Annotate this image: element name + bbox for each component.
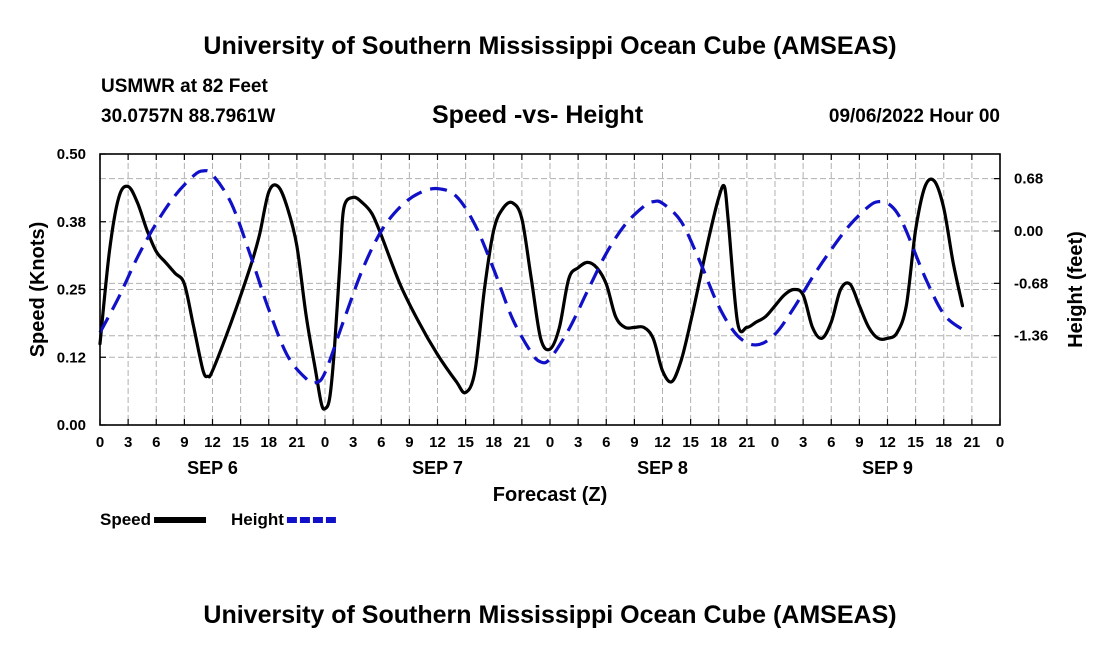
x-tick-label: 9	[405, 434, 413, 451]
x-tick-label: 3	[124, 434, 132, 451]
x-tick-label: 18	[935, 434, 952, 451]
day-label: SEP 8	[637, 458, 688, 478]
x-tick-label: 0	[771, 434, 779, 451]
y-tick-label: 0.50	[57, 146, 86, 163]
x-tick-label: 6	[377, 434, 385, 451]
x-tick-label: 18	[710, 434, 727, 451]
x-tick-label: 0	[96, 434, 104, 451]
forecast-datetime: 09/06/2022 Hour 00	[828, 106, 1000, 127]
coordinates-label: 30.0757N 88.7961W	[101, 106, 276, 127]
x-tick-label: 21	[964, 434, 981, 451]
x-tick-label: 3	[574, 434, 582, 451]
x-tick-label: 18	[485, 434, 502, 451]
day-label: SEP 6	[187, 458, 238, 478]
x-tick-label: 0	[321, 434, 329, 451]
y2-tick-label: 0.68	[1014, 171, 1043, 188]
x-tick-label: 21	[739, 434, 756, 451]
x-tick-label: 15	[907, 434, 924, 451]
x-tick-label: 21	[514, 434, 531, 451]
station-label: USMWR at 82 Feet	[101, 76, 268, 97]
x-tick-label: 6	[152, 434, 160, 451]
chart-title: University of Southern Mississippi Ocean…	[203, 32, 897, 60]
x-tick-label: 21	[289, 434, 306, 451]
x-tick-label: 15	[457, 434, 474, 451]
x-tick-label: 12	[654, 434, 671, 451]
x-tick-label: 0	[996, 434, 1004, 451]
legend-label: Speed	[100, 510, 151, 529]
x-tick-label: 9	[630, 434, 638, 451]
x-axis-title: Forecast (Z)	[493, 484, 607, 506]
y2-tick-label: -0.68	[1014, 275, 1048, 292]
legend-label: Height	[231, 510, 284, 529]
x-tick-label: 12	[204, 434, 221, 451]
x-tick-label: 9	[180, 434, 188, 451]
x-tick-label: 15	[682, 434, 699, 451]
x-tick-label: 3	[799, 434, 807, 451]
y-tick-label: 0.25	[57, 282, 86, 299]
x-tick-label: 9	[855, 434, 863, 451]
x-tick-label: 12	[429, 434, 446, 451]
day-label: SEP 7	[412, 458, 463, 478]
x-tick-label: 3	[349, 434, 357, 451]
chart-subtitle: Speed -vs- Height	[432, 101, 644, 129]
y-tick-label: 0.00	[57, 417, 86, 434]
y2-tick-label: 0.00	[1014, 223, 1043, 240]
x-tick-label: 0	[546, 434, 554, 451]
speed-series-line	[98, 177, 965, 411]
x-tick-label: 6	[827, 434, 835, 451]
height-series-line	[98, 169, 964, 385]
day-label: SEP 9	[862, 458, 913, 478]
y-tick-label: 0.12	[57, 349, 86, 366]
y2-axis-title: Height (feet)	[1065, 231, 1087, 348]
y-tick-label: 0.38	[57, 214, 86, 231]
y-axis-title: Speed (Knots)	[27, 222, 49, 358]
x-tick-label: 6	[602, 434, 610, 451]
x-tick-label: 18	[260, 434, 277, 451]
x-tick-label: 12	[879, 434, 896, 451]
y2-tick-label: -1.36	[1014, 328, 1048, 345]
x-tick-label: 15	[232, 434, 249, 451]
footer-title: University of Southern Mississippi Ocean…	[203, 601, 897, 629]
